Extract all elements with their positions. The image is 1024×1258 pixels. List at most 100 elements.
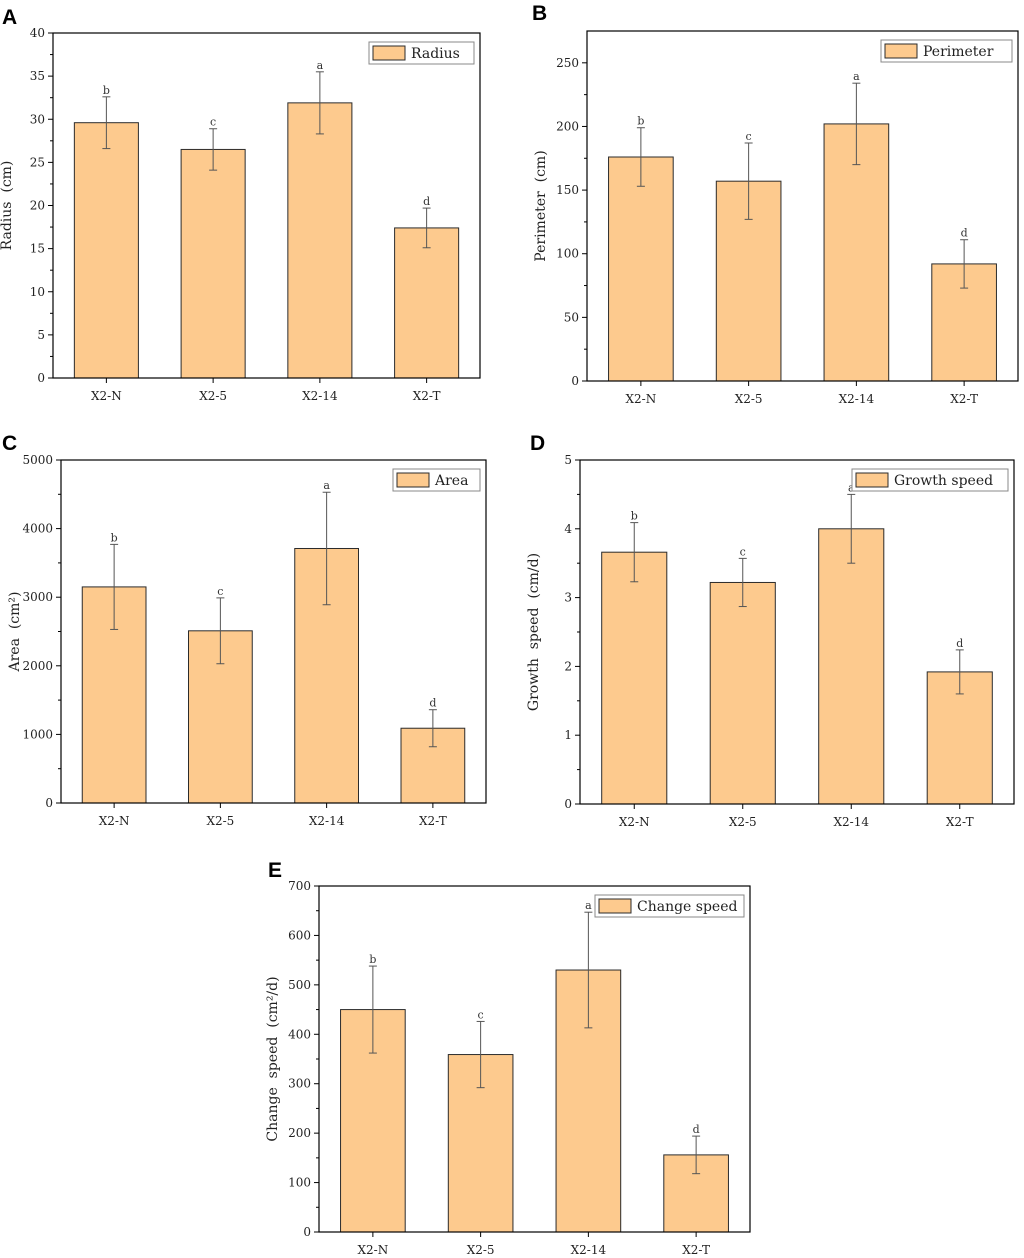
y-tick-label-d-3: 2 [564, 659, 572, 673]
bar-b-3 [823, 123, 890, 382]
panel-letter-e: E [268, 859, 282, 882]
x-tick-label-a-4: X2-T [413, 389, 441, 403]
y-axis-label-d: Growth speed (cm/d) [526, 553, 542, 711]
y-tick-label-d-1: 0 [564, 797, 572, 811]
x-tick-label-c-1: X2-N [99, 814, 130, 828]
y-tick-label-a-9: 40 [30, 26, 45, 40]
y-tick-label-a-8: 35 [30, 69, 45, 83]
significance-label-b-1: b [637, 115, 644, 128]
x-tick-label-b-3: X2-14 [839, 392, 875, 406]
legend-swatch-a [372, 45, 406, 61]
legend-swatch-b [884, 43, 918, 59]
y-tick-label-b-4: 150 [556, 183, 579, 197]
x-tick-label-b-1: X2-N [626, 392, 657, 406]
x-tick-label-e-3: X2-14 [571, 1243, 607, 1257]
bar-a-4 [394, 227, 460, 379]
significance-label-b-4: d [961, 227, 968, 240]
y-tick-label-b-1: 0 [571, 374, 579, 388]
legend-label-d: Growth speed [894, 473, 993, 489]
legend-e [594, 894, 745, 918]
panel-letter-c: C [2, 432, 17, 455]
y-tick-label-a-4: 15 [30, 242, 45, 256]
legend-swatch-c [396, 472, 430, 488]
significance-label-c-4: d [429, 697, 436, 710]
significance-label-e-4: d [693, 1123, 700, 1136]
legend-label-c: Area [434, 473, 468, 489]
y-tick-label-e-6: 500 [288, 978, 311, 992]
y-tick-label-b-5: 200 [556, 119, 579, 133]
y-tick-label-a-1: 0 [37, 371, 45, 385]
x-tick-label-d-4: X2-T [946, 815, 974, 829]
significance-label-c-3: a [323, 479, 330, 492]
panel-b: Bb X2-N c X2-5 a X2-14 d X2-T 0 50 100 150 200 250 Per… [532, 2, 1019, 406]
panel-c: Cb X2-N c X2-5 a X2-14 d X2-T 0 1000 2000 3000 4000 5… [2, 432, 487, 828]
significance-label-a-3: a [317, 59, 324, 72]
x-tick-label-c-4: X2-T [419, 814, 447, 828]
legend-d [851, 468, 1009, 492]
significance-label-c-1: b [111, 531, 118, 544]
bar-d-3 [818, 528, 885, 805]
x-tick-label-a-3: X2-14 [302, 389, 338, 403]
significance-label-e-1: b [369, 953, 376, 966]
y-tick-label-c-1: 0 [45, 796, 53, 810]
bar-d-2 [709, 581, 776, 805]
y-tick-label-e-1: 0 [303, 1225, 311, 1239]
y-tick-label-d-6: 5 [564, 453, 572, 467]
y-axis-label-c: Area (cm²) [7, 592, 23, 673]
y-tick-label-b-2: 50 [564, 310, 579, 324]
y-tick-label-a-3: 10 [30, 285, 45, 299]
significance-label-d-3: a [848, 481, 855, 494]
y-tick-label-a-7: 30 [30, 112, 45, 126]
bar-a-2 [180, 148, 246, 379]
y-tick-label-e-2: 100 [288, 1176, 311, 1190]
y-tick-label-b-3: 100 [556, 247, 579, 261]
x-tick-label-c-3: X2-14 [309, 814, 345, 828]
legend-label-a: Radius [411, 46, 460, 62]
significance-label-d-4: d [956, 637, 963, 650]
y-tick-label-e-4: 300 [288, 1077, 311, 1091]
bar-d-1 [601, 551, 668, 805]
significance-label-e-3: a [585, 899, 592, 912]
y-axis-label-e: Change speed (cm²/d) [265, 976, 281, 1141]
y-tick-label-a-6: 25 [30, 155, 45, 169]
significance-label-d-1: b [631, 510, 638, 523]
panel-d: Db X2-N c X2-5 a X2-14 d X2-T 0 1 2 3 4 5 Growth speed… [526, 432, 1015, 829]
plot-frame-b [586, 30, 1019, 382]
bar-a-3 [287, 102, 353, 379]
y-tick-label-e-7: 600 [288, 928, 311, 942]
y-tick-label-c-2: 1000 [22, 727, 53, 741]
y-tick-label-a-5: 20 [30, 199, 45, 213]
y-tick-label-a-2: 5 [37, 328, 45, 342]
x-tick-label-d-3: X2-14 [833, 815, 869, 829]
x-tick-label-b-2: X2-5 [735, 392, 763, 406]
significance-label-a-1: b [103, 84, 110, 97]
y-tick-label-e-8: 700 [288, 879, 311, 893]
y-tick-label-c-4: 3000 [22, 590, 53, 604]
panel-letter-a: A [2, 6, 17, 29]
legend-swatch-d [855, 472, 889, 488]
y-tick-label-e-5: 400 [288, 1027, 311, 1041]
x-tick-label-e-2: X2-5 [467, 1243, 495, 1257]
y-tick-label-d-4: 3 [564, 591, 572, 605]
legend-swatch-e [598, 898, 632, 914]
significance-label-b-3: a [853, 70, 860, 83]
y-tick-label-d-5: 4 [564, 522, 572, 536]
significance-label-e-2: c [478, 1008, 484, 1021]
y-axis-label-a: Radius (cm) [0, 161, 15, 251]
y-tick-label-e-3: 200 [288, 1126, 311, 1140]
panel-letter-d: D [530, 432, 545, 455]
significance-label-a-4: d [423, 195, 430, 208]
legend-label-e: Change speed [637, 899, 738, 915]
significance-label-c-2: c [217, 585, 223, 598]
plot-frame-c [60, 459, 487, 804]
x-tick-label-d-2: X2-5 [729, 815, 757, 829]
panel-a: Ab X2-N c X2-5 a X2-14 d X2-T 0 5 10 15 20 25 30 35 40 Ra… [0, 6, 481, 403]
x-tick-label-b-4: X2-T [950, 392, 978, 406]
significance-label-d-2: c [740, 545, 746, 558]
significance-label-a-2: c [210, 116, 216, 129]
significance-label-b-2: c [746, 130, 752, 143]
x-tick-label-a-2: X2-5 [199, 389, 227, 403]
x-tick-label-c-2: X2-5 [206, 814, 234, 828]
x-tick-label-e-4: X2-T [682, 1243, 710, 1257]
